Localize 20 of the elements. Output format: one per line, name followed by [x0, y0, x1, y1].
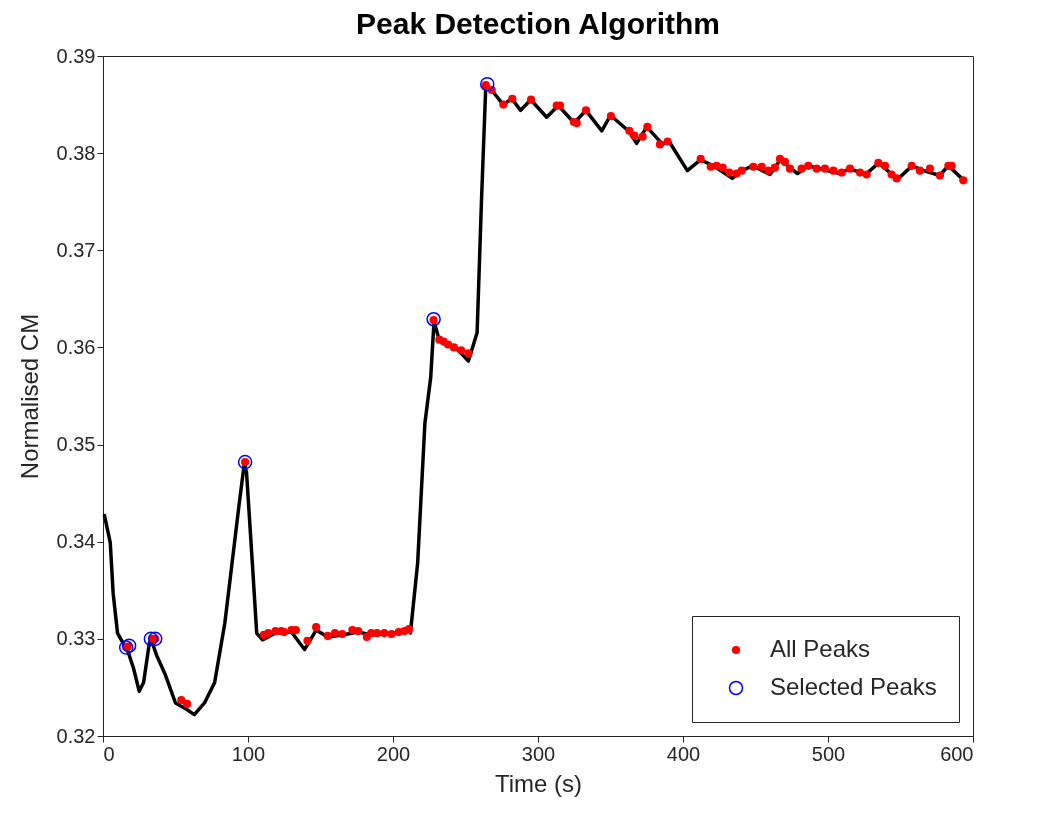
y-tick-label: 0.35: [56, 433, 96, 456]
x-tick-label: 600: [940, 742, 974, 765]
y-tick-label: 0.34: [56, 530, 96, 553]
chart-title: Peak Detection Algorithm: [356, 7, 720, 40]
x-tick-label: 100: [231, 742, 266, 765]
legend-label: All Peaks: [770, 635, 871, 662]
x-axis-title: Time (s): [494, 769, 583, 797]
y-tick-label: 0.36: [56, 335, 96, 358]
legend-label: Selected Peaks: [770, 673, 937, 700]
y-tick-label: 0.37: [56, 238, 96, 261]
x-tick-label: 400: [666, 742, 701, 765]
y-axis-title: Normalised CM: [15, 313, 43, 480]
x-tick-label: 500: [811, 742, 846, 765]
y-tick-label: 0.38: [56, 141, 96, 164]
y-tick-label: 0.33: [56, 627, 96, 650]
x-tick-label: 0: [103, 742, 115, 765]
x-tick-label: 300: [521, 742, 556, 765]
y-tick-label: 0.32: [56, 724, 96, 747]
x-tick-label: 200: [376, 742, 411, 765]
y-tick-label: 0.39: [56, 44, 96, 67]
